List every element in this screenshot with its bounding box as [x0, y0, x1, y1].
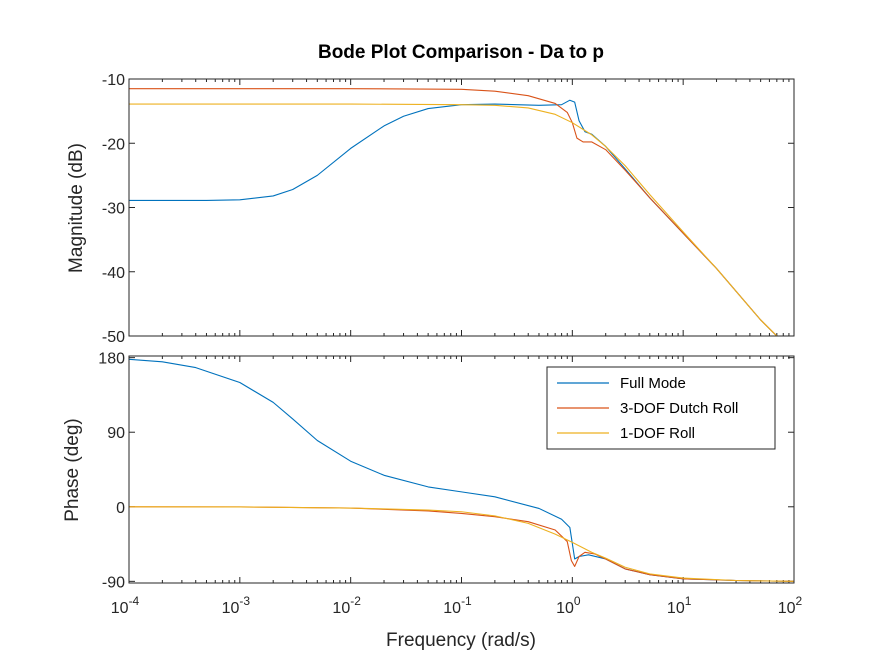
x-tick-label: 102	[778, 594, 803, 617]
x-tick-exponent: 0	[574, 594, 581, 608]
magnitude-y-tick-label: -50	[102, 329, 125, 346]
x-tick-base: 10	[778, 600, 796, 617]
magnitude-plot-area	[129, 79, 794, 336]
x-tick-label: 101	[667, 594, 692, 617]
x-tick-label: 10-2	[332, 594, 361, 617]
x-tick-exponent: 2	[796, 594, 803, 608]
magnitude-lines	[129, 88, 778, 336]
phase-lines	[129, 358, 794, 582]
legend-label-1: Full Mode	[620, 375, 686, 392]
magnitude-axes: -10 -20 -30 -40 -50	[102, 72, 795, 346]
x-tick-exponent: -3	[239, 594, 250, 608]
legend-label-3: 1-DOF Roll	[620, 425, 695, 442]
magnitude-y-tick-label: -40	[102, 265, 125, 282]
x-tick-label: 10-1	[443, 594, 472, 617]
x-axis-label: Frequency (rad/s)	[386, 630, 536, 651]
magnitude-series-2-line	[129, 88, 778, 336]
phase-y-tick-label: 180	[98, 351, 125, 368]
magnitude-series-3-line	[129, 103, 778, 336]
x-tick-base: 10	[111, 600, 129, 617]
x-tick-base: 10	[443, 600, 461, 617]
x-tick-label: 10-4	[111, 594, 140, 617]
legend-label-2: 3-DOF Dutch Roll	[620, 400, 738, 417]
magnitude-ylabel: Magnitude (dB)	[66, 143, 87, 273]
chart-title: Bode Plot Comparison - Da to p	[318, 42, 604, 63]
x-tick-base: 10	[222, 600, 240, 617]
phase-y-tick-label: 0	[116, 500, 125, 517]
x-tick-exponent: -2	[350, 594, 361, 608]
phase-y-tick-label: -90	[102, 574, 125, 591]
x-tick-exponent: 1	[685, 594, 692, 608]
phase-ylabel: Phase (deg)	[62, 418, 83, 522]
x-tick-label: 100	[556, 594, 581, 617]
phase-axes-frame	[128, 355, 795, 584]
phase-series-2-line	[129, 506, 794, 582]
phase-series-3-line	[129, 506, 794, 582]
x-tick-base: 10	[556, 600, 574, 617]
x-tick-exponent: -4	[129, 594, 140, 608]
x-tick-base: 10	[332, 600, 350, 617]
legend: Full Mode 3-DOF Dutch Roll 1-DOF Roll	[546, 366, 776, 450]
x-tick-exponent: -1	[461, 594, 472, 608]
phase-y-tick-label: 90	[107, 425, 125, 442]
magnitude-y-tick-label: -30	[102, 201, 125, 218]
magnitude-y-tick-label: -10	[102, 72, 125, 89]
x-tick-label: 10-3	[222, 594, 251, 617]
x-tick-base: 10	[667, 600, 685, 617]
magnitude-y-tick-label: -20	[102, 136, 125, 153]
magnitude-axes-frame	[128, 78, 795, 337]
